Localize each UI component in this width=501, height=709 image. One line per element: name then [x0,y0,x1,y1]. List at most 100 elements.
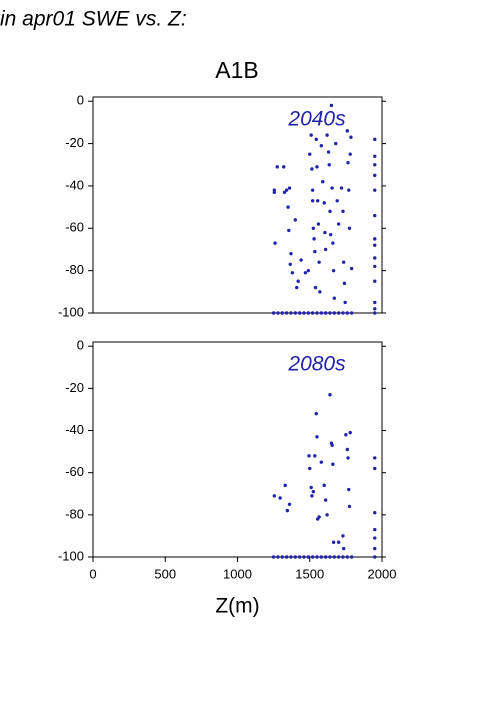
point [332,296,337,300]
point [295,285,299,290]
point [310,167,314,171]
point [327,163,331,167]
point [323,230,327,235]
point [373,163,377,167]
point [342,260,346,264]
point [336,311,341,315]
point [276,555,280,559]
point [321,180,325,184]
x-tick-label: 0 [89,566,96,581]
point [306,268,311,273]
point [280,311,284,315]
point [293,311,297,315]
point [332,555,337,559]
annotation: 2080s [287,353,346,376]
point [373,213,377,218]
point [299,258,303,262]
point [293,218,297,222]
point [307,454,311,458]
point [335,199,339,203]
annotation: 2040s [287,108,346,131]
point [323,498,328,502]
point [342,546,346,551]
point [310,188,315,192]
point [308,466,312,471]
point [284,311,289,315]
y-tick-label: -20 [65,135,84,150]
point [344,433,348,437]
y-tick-label: -80 [65,262,84,277]
point [272,190,277,194]
x-tick-label: 500 [154,566,176,581]
point [314,411,318,416]
point [273,241,277,245]
point [326,150,331,154]
x-tick-label: 1000 [223,566,252,581]
point [319,555,324,559]
point [287,502,292,507]
point [373,256,377,260]
point [289,311,293,315]
chart-title: A1B [215,57,258,83]
point [319,460,324,464]
point [373,527,377,532]
point [288,262,292,266]
point [346,160,350,165]
point [315,435,319,439]
point [328,555,332,559]
point [272,494,277,498]
point [289,252,293,256]
point [315,555,319,559]
point [313,454,317,458]
point [315,311,319,315]
point [349,266,354,271]
point [302,311,306,315]
point [345,129,350,133]
point [293,555,297,559]
point [287,228,291,233]
y-tick-label: 0 [77,93,84,108]
point [343,300,347,305]
y-tick-label: -60 [65,464,84,479]
point [328,311,332,315]
point [345,447,350,452]
point [302,555,306,559]
point [328,392,332,397]
point [348,152,352,156]
point [341,311,345,315]
point [347,226,352,230]
point [296,279,300,283]
point [336,540,341,544]
point [311,226,316,230]
point [297,311,302,315]
point [347,504,352,509]
point [306,555,311,559]
point [314,137,318,142]
point [331,241,335,245]
point [284,555,289,559]
point [325,133,329,137]
point [315,199,320,203]
point [328,209,332,214]
point [319,144,324,148]
point [322,483,326,488]
y-tick-label: -100 [58,304,84,319]
point [332,311,337,315]
point [290,271,295,275]
point [282,190,287,194]
point [336,222,341,226]
point [373,173,377,178]
point [284,188,289,192]
x-axis-label: Z(m) [215,595,259,618]
point [278,496,282,500]
point [280,555,284,559]
point [373,279,377,283]
point [373,307,377,311]
point [271,311,276,315]
point [349,311,354,315]
point [313,249,317,254]
point [285,508,290,513]
point [373,511,377,515]
point [316,222,321,226]
point [339,186,344,190]
